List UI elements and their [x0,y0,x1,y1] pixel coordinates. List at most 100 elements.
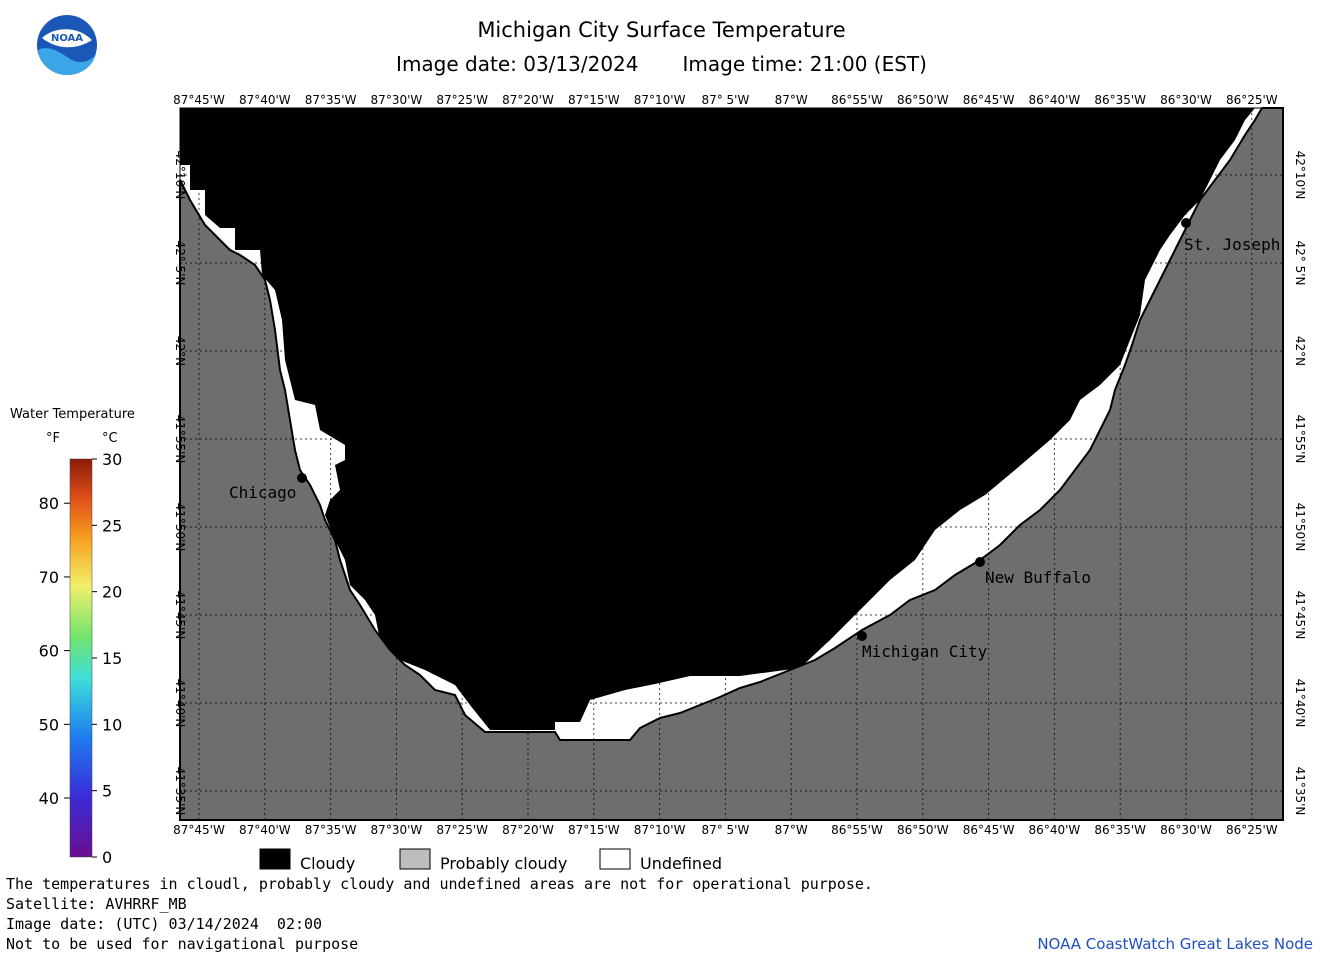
image-time-label: Image time: 21:00 (EST) [682,52,927,76]
lat-tick-label: 41°40'N [1293,679,1307,728]
lon-tick-label: 86°45'W [963,93,1015,107]
city-marker [857,631,867,641]
lon-tick-label: 87°20'W [502,93,554,107]
unit-celsius: °C [102,431,118,446]
lat-tick-label: 41°45'N [173,591,187,640]
lon-tick-label: 87°25'W [436,823,488,837]
lat-tick-label: 42°10'N [173,151,187,200]
lat-tick-label: 41°45'N [1293,591,1307,640]
longitude-ticks-top: 87°45'W 87°40'W 87°35'W 87°30'W 87°25'W 87°20… [173,93,1278,107]
city-label: Chicago [229,483,296,502]
image-date-label: Image date: 03/13/2024 [396,52,639,76]
lon-tick-label: 87°45'W [173,823,225,837]
lat-tick-label: 41°55'N [1293,415,1307,464]
city-label: Michigan City [862,642,988,661]
lon-tick-label: 86°40'W [1029,823,1081,837]
cloudy-legend-label: Cloudy [300,854,355,873]
probably-cloudy-swatch [399,848,431,870]
city-new-buffalo: New Buffalo [975,557,1091,587]
lon-tick-label: 86°35'W [1094,93,1146,107]
lon-tick-label: 86°55'W [831,93,883,107]
lon-tick-label: 86°55'W [831,823,883,837]
lon-tick-label: 87°W [775,93,808,107]
lon-tick-label: 87°40'W [239,823,291,837]
lon-tick-label: 87° 5'W [701,823,749,837]
logo-text: NOAA [51,33,83,44]
fahrenheit-tick-label: 40 [39,789,59,808]
credit-text: NOAA CoastWatch Great Lakes Node [1037,935,1313,953]
lat-tick-label: 41°50'N [173,503,187,552]
lon-tick-label: 87°W [775,823,808,837]
lon-tick-label: 86°40'W [1029,93,1081,107]
lon-tick-label: 86°30'W [1160,823,1212,837]
footer-navigation-note: Not to be used for navigational purpose [6,935,359,953]
lon-tick-label: 87°10'W [634,823,686,837]
fahrenheit-tick-label: 50 [39,715,59,734]
lon-tick-label: 87°10'W [634,93,686,107]
lon-tick-label: 86°50'W [897,93,949,107]
lat-tick-label: 41°35'N [173,767,187,816]
city-st-joseph: St. Joseph [1181,218,1280,254]
legend-title: Water Temperature [10,407,135,422]
celsius-tick-label: 10 [102,715,122,734]
lat-tick-label: 41°55'N [173,415,187,464]
lon-tick-label: 87°15'W [568,823,620,837]
celsius-tick-label: 25 [102,516,122,535]
lon-tick-label: 87°40'W [239,93,291,107]
lon-tick-label: 86°25'W [1226,823,1278,837]
lat-tick-label: 42° 5'N [173,241,187,286]
undefined-swatch [599,848,631,870]
undefined-legend-label: Undefined [640,854,722,873]
land-area [179,107,1284,821]
lon-tick-label: 87°15'W [568,93,620,107]
lat-tick-label: 42°N [1293,336,1307,366]
city-michigan-city: Michigan City [857,631,988,661]
noaa-logo-icon: NOAA [37,15,97,75]
graticule [180,108,1283,820]
city-marker [975,557,985,567]
footer-utc-date: Image date: (UTC) 03/14/2024 02:00 [6,915,323,933]
lat-tick-label: 42°N [173,336,187,366]
celsius-tick-label: 0 [102,848,112,867]
city-marker [297,473,307,483]
city-marker [1181,218,1191,228]
lon-tick-label: 87°45'W [173,93,225,107]
lon-tick-label: 87°35'W [305,93,357,107]
lon-tick-label: 87°20'W [502,823,554,837]
longitude-ticks-bottom: 87°45'W 87°40'W 87°35'W 87°30'W 87°25'W 87°20… [173,823,1278,837]
map-title: Michigan City Surface Temperature [477,18,846,42]
lat-tick-label: 41°35'N [1293,767,1307,816]
lon-tick-label: 87°30'W [371,93,423,107]
lon-tick-label: 87°35'W [305,823,357,837]
celsius-tick-label: 30 [102,450,122,469]
celsius-tick-label: 5 [102,782,112,801]
lon-tick-label: 87°25'W [436,93,488,107]
latitude-ticks-left: 42°10'N 42° 5'N 42°N 41°55'N 41°50'N 41°45'N 4… [173,151,187,816]
lat-tick-label: 42° 5'N [1293,241,1307,286]
lon-tick-label: 86°35'W [1094,823,1146,837]
celsius-tick-label: 15 [102,649,122,668]
cloudy-swatch [259,848,291,870]
lon-tick-label: 86°50'W [897,823,949,837]
temperature-colorbar [69,458,93,858]
fahrenheit-tick-label: 70 [39,568,59,587]
city-chicago: Chicago [229,473,307,502]
footer-satellite: Satellite: AVHRRF_MB [6,895,187,913]
city-label: St. Joseph [1184,235,1280,254]
unit-fahrenheit: °F [46,431,60,446]
fahrenheit-tick-label: 80 [39,494,59,513]
city-label: New Buffalo [985,568,1091,587]
fahrenheit-tick-label: 60 [39,642,59,661]
lon-tick-label: 87° 5'W [701,93,749,107]
celsius-tick-label: 20 [102,583,122,602]
lat-tick-label: 42°10'N [1293,151,1307,200]
lon-tick-label: 87°30'W [371,823,423,837]
lon-tick-label: 86°45'W [963,823,1015,837]
lon-tick-label: 86°25'W [1226,93,1278,107]
lon-tick-label: 86°30'W [1160,93,1212,107]
latitude-ticks-right: 42°10'N 42° 5'N 42°N 41°55'N 41°50'N 41°45'N 4… [1293,151,1307,816]
lat-tick-label: 41°40'N [173,679,187,728]
map-subtitle: Image date: 03/13/2024 Image time: 21:00 … [0,52,1323,76]
